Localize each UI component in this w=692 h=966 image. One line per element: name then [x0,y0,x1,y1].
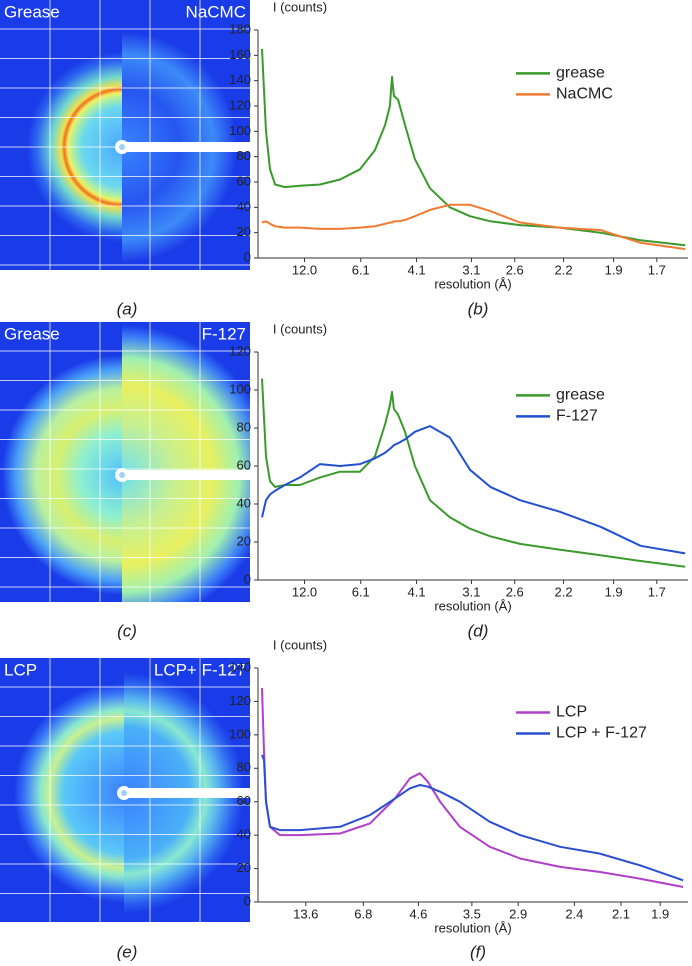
x-tick-label: 2.6 [506,262,524,277]
x-tick-label: 4.1 [408,262,426,277]
ring-left [2,355,122,595]
y-tick-label: 180 [229,21,251,36]
y-tick-label: 80 [237,760,251,775]
ring-right [122,325,250,602]
x-tick-label: 3.1 [462,584,480,599]
image-label: LCP [4,660,37,679]
y-tick-label: 20 [237,224,251,239]
x-tick-label: 4.1 [408,584,426,599]
x-tick-label: 13.6 [293,906,318,921]
x-tick-label: 6.1 [352,262,370,277]
x-tick-label: 6.1 [352,584,370,599]
image-label: Grease [4,2,60,21]
y-tick-label: 140 [229,659,251,674]
x-tick-label: 1.9 [605,584,623,599]
y-tick-label: 120 [229,97,251,112]
y-tick-label: 140 [229,72,251,87]
beamstop [122,470,250,480]
y-tick-label: 100 [229,381,251,396]
panel-label: (a) [117,299,138,318]
x-axis-label: resolution (Å) [434,598,511,613]
y-tick-label: 60 [237,173,251,188]
x-tick-label: 1.9 [605,262,623,277]
legend-entry: grease [556,387,605,404]
y-tick-label: 80 [237,148,251,163]
image-label: F-127 [202,324,246,343]
x-tick-label: 1.7 [648,584,666,599]
y-tick-label: 120 [229,693,251,708]
y-tick-label: 40 [237,827,251,842]
beam-core [119,144,125,150]
x-tick-label: 2.9 [509,906,527,921]
x-tick-label: 1.7 [648,262,666,277]
y-axis-label: I (counts) [273,0,327,14]
image-label: NaCMC [186,2,246,21]
data-line [261,754,684,882]
y-tick-label: 100 [229,123,251,138]
x-tick-label: 2.4 [565,906,583,921]
diffraction-image: Grease F-127 [0,322,250,602]
legend-entry: LCP [556,704,587,721]
panel-label: (d) [468,621,489,640]
y-tick-label: 100 [229,726,251,741]
x-tick-label: 2.1 [612,906,630,921]
x-tick-label: 2.6 [506,584,524,599]
y-tick-label: 40 [237,199,251,214]
x-tick-label: 12.0 [292,262,317,277]
x-tick-label: 3.1 [462,262,480,277]
x-axis-label: resolution (Å) [434,276,511,291]
data-line [261,378,686,568]
x-tick-label: 1.9 [651,906,669,921]
y-tick-label: 0 [244,571,251,586]
beam-core [119,472,125,478]
ring-left [14,683,124,903]
legend-entry: grease [556,65,605,82]
y-tick-label: 20 [237,860,251,875]
beam-core [121,790,127,796]
data-line [261,48,686,247]
legend-entry: NaCMC [556,86,613,103]
data-line [261,688,684,888]
y-tick-label: 0 [244,249,251,264]
panel-label: (c) [117,621,137,640]
y-tick-label: 160 [229,47,251,62]
panel-label: (f) [470,942,486,961]
data-line [261,203,686,251]
y-tick-label: 60 [237,793,251,808]
x-axis-label: resolution (Å) [434,920,511,935]
panel-label: (e) [117,942,138,961]
x-tick-label: 12.0 [292,584,317,599]
data-line [261,425,686,555]
y-tick-label: 120 [229,343,251,358]
y-tick-label: 40 [237,495,251,510]
diffraction-image: Grease NaCMC [0,0,250,270]
y-tick-label: 80 [237,419,251,434]
legend-entry: LCP + F-127 [556,725,647,742]
legend-entry: F-127 [556,408,598,425]
x-tick-label: 3.5 [463,906,481,921]
x-tick-label: 6.8 [354,906,372,921]
x-tick-label: 2.2 [555,262,573,277]
beamstop [124,788,250,798]
x-tick-label: 4.6 [409,906,427,921]
beamstop [122,142,250,152]
y-axis-label: I (counts) [273,321,327,336]
diffraction-image: LCP LCP+ F-127 [0,658,250,922]
image-label: LCP+ F-127 [154,660,246,679]
y-tick-label: 60 [237,457,251,472]
panel-label: (b) [468,299,489,318]
y-tick-label: 20 [237,533,251,548]
image-label: Grease [4,324,60,343]
y-tick-label: 0 [244,893,251,908]
y-axis-label: I (counts) [273,637,327,652]
x-tick-label: 2.2 [555,584,573,599]
